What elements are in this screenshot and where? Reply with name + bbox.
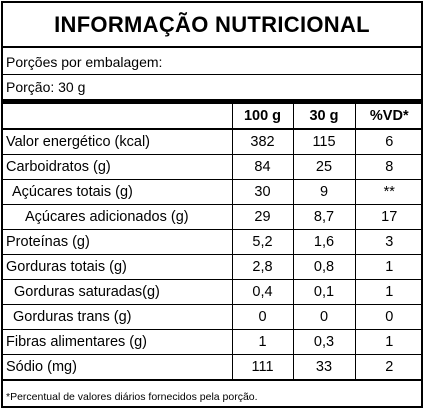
table-row: Gorduras totais (g) 2,8 0,8 1 [3, 254, 423, 280]
header-per-100g: 100 g [231, 104, 294, 130]
footnote: *Percentual de valores diários fornecido… [6, 391, 258, 403]
value-per-100g: 111 [231, 354, 294, 381]
value-per-100g: 29 [231, 204, 294, 230]
table-row: Açúcares adicionados (g) 29 8,7 17 [3, 204, 423, 230]
value-per-100g: 2,8 [231, 254, 294, 280]
nutrient-name: Açúcares totais (g) [3, 179, 233, 205]
nutrient-name: Carboidratos (g) [3, 154, 233, 180]
table-row: Fibras alimentares (g) 1 0,3 1 [3, 329, 423, 355]
value-per-100g: 5,2 [231, 229, 294, 255]
table-row: Sódio (mg) 111 33 2 [3, 354, 423, 381]
serving-thick-divider [3, 99, 421, 104]
value-daily: 0 [354, 304, 423, 330]
value-per-serving: 1,6 [292, 229, 356, 255]
value-per-100g: 1 [231, 329, 294, 355]
nutrient-name: Gorduras totais (g) [3, 254, 233, 280]
value-per-serving: 9 [292, 179, 356, 205]
header-per-serving: 30 g [292, 104, 356, 130]
nutrient-name: Gorduras trans (g) [3, 304, 233, 330]
value-per-serving: 0 [292, 304, 356, 330]
value-daily: 1 [354, 329, 423, 355]
value-daily: 1 [354, 254, 423, 280]
value-per-serving: 0,1 [292, 279, 356, 305]
value-per-serving: 0,8 [292, 254, 356, 280]
value-daily: 8 [354, 154, 423, 180]
value-per-serving: 25 [292, 154, 356, 180]
header-blank [3, 104, 233, 130]
value-daily: 17 [354, 204, 423, 230]
servings-per-package: Porções por embalagem: [6, 54, 163, 70]
nutrient-name: Fibras alimentares (g) [3, 329, 233, 355]
value-per-100g: 0,4 [231, 279, 294, 305]
value-per-serving: 115 [292, 128, 356, 155]
value-per-100g: 84 [231, 154, 294, 180]
value-per-100g: 382 [231, 128, 294, 155]
table-row: Açúcares totais (g) 30 9 ** [3, 179, 423, 205]
table-header-row: 100 g 30 g %VD* [3, 104, 423, 130]
value-per-100g: 0 [231, 304, 294, 330]
nutrient-name: Açúcares adicionados (g) [3, 204, 233, 230]
table-row: Proteínas (g) 5,2 1,6 3 [3, 229, 423, 255]
value-daily: 1 [354, 279, 423, 305]
label-title: INFORMAÇÃO NUTRICIONAL [54, 11, 370, 37]
nutrient-name: Sódio (mg) [3, 354, 233, 381]
value-per-serving: 33 [292, 354, 356, 381]
serving-size: Porção: 30 g [6, 79, 86, 95]
value-per-serving: 0,3 [292, 329, 356, 355]
value-daily: 2 [354, 354, 423, 381]
value-daily: 6 [354, 128, 423, 155]
header-daily-value: %VD* [354, 104, 423, 130]
servings-divider [3, 74, 421, 75]
value-daily: 3 [354, 229, 423, 255]
table-row: Gorduras saturadas(g) 0,4 0,1 1 [3, 279, 423, 305]
table-row: Carboidratos (g) 84 25 8 [3, 154, 423, 180]
nutrient-name: Valor energético (kcal) [3, 128, 233, 155]
table-row: Valor energético (kcal) 382 115 6 [3, 128, 423, 155]
nutrition-table: 100 g 30 g %VD* Valor energético (kcal) … [3, 104, 423, 381]
title-divider [3, 46, 421, 48]
table-row: Gorduras trans (g) 0 0 0 [3, 304, 423, 330]
value-per-serving: 8,7 [292, 204, 356, 230]
nutrient-name: Gorduras saturadas(g) [3, 279, 233, 305]
value-per-100g: 30 [231, 179, 294, 205]
value-daily: ** [354, 179, 423, 205]
nutrient-name: Proteínas (g) [3, 229, 233, 255]
